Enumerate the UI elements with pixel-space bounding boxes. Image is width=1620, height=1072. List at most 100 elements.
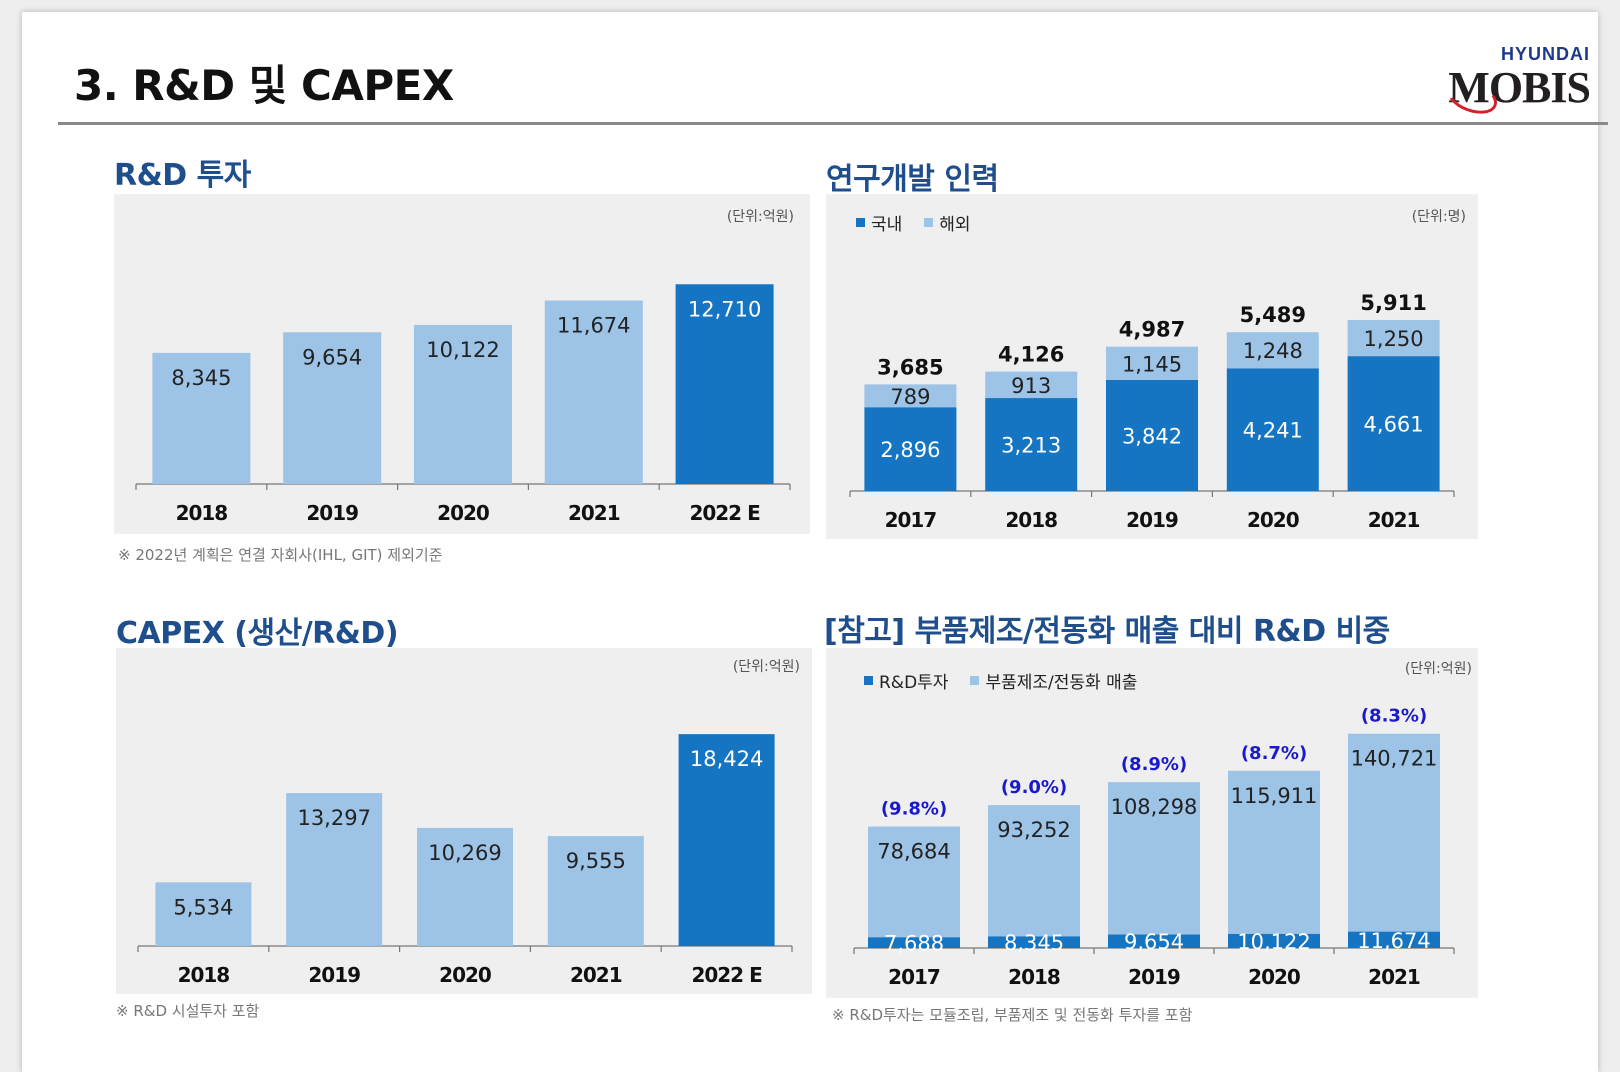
ratio-footnote: ※ R&D투자는 모듈조립, 부품제조 및 전동화 투자를 포함: [832, 1006, 1193, 1024]
capex-data-label: 10,269: [428, 841, 501, 865]
ratio-tick-label: 2020: [1248, 965, 1300, 989]
ratio-tick-label: 2019: [1128, 965, 1180, 989]
ratio-bottom-label: 8,345: [1004, 931, 1064, 955]
hyundai-mobis-logo: HYUNDAI MOBIS: [1400, 42, 1591, 120]
capex-unit-label: (단위:억원): [732, 659, 800, 675]
ratio-top-label: 78,684: [877, 840, 950, 864]
capex-tick-label: 2021: [570, 963, 622, 987]
capex-data-label: 18,424: [690, 747, 763, 771]
staff-chart: 2,896 789 3,685 2017 3,213 913 4,126 2018 3,842 1…: [849, 291, 1455, 532]
rnd-data-label: 11,674: [557, 314, 630, 338]
rnd-data-label: 9,654: [302, 345, 362, 369]
ratio-chart: 7,688 78,684 (9.8%) 2017 8,345 93,252 (9.0%) 20…: [853, 706, 1455, 989]
rnd-chart-panel: 8,345 2018 9,654 2019 10,122 2020 11,674 2021 12…: [114, 194, 810, 534]
staff-legend: 국내 해외: [856, 210, 971, 235]
logo-main-text: MOBIS: [1448, 63, 1591, 112]
rnd-bar: [544, 300, 643, 484]
capex-chart: 5,534 2018 13,297 2019 10,269 2020 9,555 2021 18…: [137, 734, 793, 987]
title-divider: [58, 122, 1608, 125]
capex-bar: [417, 827, 513, 946]
ratio-bar-top: [1348, 733, 1440, 932]
ratio-bar-bottom: [1348, 931, 1440, 948]
staff-bar-top: [864, 384, 957, 408]
ratio-top-label: 115,911: [1231, 784, 1318, 808]
staff-bottom-label: 4,661: [1364, 413, 1424, 437]
ratio-bar-top: [1228, 770, 1320, 934]
ratio-percent-label: (8.7%): [1241, 743, 1307, 764]
staff-tick-label: 2019: [1126, 508, 1178, 532]
ratio-top-label: 108,298: [1111, 795, 1198, 819]
staff-bar-top: [985, 371, 1078, 399]
ratio-bottom-label: 10,122: [1237, 930, 1310, 954]
ratio-percent-label: (8.9%): [1121, 754, 1187, 775]
staff-bottom-label: 3,842: [1122, 424, 1182, 448]
capex-bar: [286, 793, 383, 946]
legend-swatch-domestic: [856, 218, 865, 227]
rnd-bar: [152, 352, 251, 484]
ratio-top-label: 93,252: [997, 818, 1070, 842]
staff-bar-bottom: [1226, 368, 1319, 491]
staff-tick-label: 2017: [885, 508, 937, 532]
staff-tick-label: 2021: [1368, 508, 1420, 532]
ratio-unit-label: (단위:억원): [1404, 661, 1472, 677]
capex-tick-label: 2020: [439, 963, 491, 987]
capex-data-label: 5,534: [173, 895, 233, 919]
slide: 3. R&D 및 CAPEX HYUNDAI MOBIS R&D 투자 8,34…: [22, 12, 1608, 1072]
ratio-bar-bottom: [868, 937, 960, 948]
staff-top-label: 789: [890, 385, 930, 409]
ratio-legend: R&D투자 부품제조/전동화 매출: [864, 668, 1137, 693]
capex-bar: [155, 882, 252, 946]
logo-top-text: HYUNDAI: [1500, 44, 1590, 64]
legend-swatch-rnd: [864, 676, 873, 685]
rnd-tick-label: 2022 E: [689, 501, 760, 525]
staff-unit-label: (단위:명): [1411, 209, 1466, 225]
ratio-bar-top: [868, 826, 960, 938]
legend-label-domestic: 국내: [871, 215, 903, 235]
ratio-bar-bottom: [1108, 934, 1200, 948]
capex-bar: [547, 836, 644, 946]
staff-total-label: 4,126: [998, 343, 1064, 367]
legend-sales: 부품제조/전동화 매출: [970, 668, 1137, 693]
rnd-tick-label: 2021: [568, 501, 620, 525]
rnd-section-title: R&D 투자: [114, 158, 251, 193]
legend-swatch-overseas: [924, 218, 934, 227]
staff-bottom-label: 4,241: [1243, 419, 1303, 443]
legend-label-rnd: R&D투자: [879, 673, 949, 693]
capex-tick-label: 2018: [178, 963, 230, 987]
staff-bar-bottom: [1106, 379, 1198, 491]
capex-bar: [678, 734, 775, 946]
capex-tick-label: 2022 E: [691, 963, 762, 987]
capex-tick-label: 2019: [308, 963, 360, 987]
staff-total-label: 4,987: [1119, 318, 1185, 342]
legend-label-overseas: 해외: [939, 215, 971, 235]
capex-chart-panel: 5,534 2018 13,297 2019 10,269 2020 9,555 2021 18…: [116, 648, 812, 994]
rnd-bar: [283, 332, 382, 484]
ratio-section-title: [참고] 부품제조/전동화 매출 대비 R&D 비중: [824, 614, 1390, 649]
staff-bar-bottom: [1347, 356, 1440, 491]
legend-rnd-investment: R&D투자: [864, 668, 948, 693]
ratio-percent-label: (9.0%): [1001, 777, 1067, 798]
rnd-footnote: ※ 2022년 계획은 연결 자회사(IHL, GIT) 제외기준: [118, 546, 443, 564]
staff-top-label: 1,145: [1122, 352, 1182, 376]
staff-top-label: 1,248: [1243, 339, 1303, 363]
staff-total-label: 3,685: [877, 355, 943, 379]
ratio-percent-label: (9.8%): [881, 799, 947, 820]
ratio-bar-bottom: [988, 936, 1080, 948]
staff-tick-label: 2020: [1247, 508, 1299, 532]
staff-bar-bottom: [864, 407, 957, 491]
ratio-bar-top: [1108, 782, 1200, 935]
staff-chart-panel: 2,896 789 3,685 2017 3,213 913 4,126 2018 3,842 1…: [826, 194, 1478, 539]
staff-bar-top: [1226, 332, 1319, 369]
rnd-data-label: 10,122: [426, 338, 499, 362]
staff-tick-label: 2018: [1005, 508, 1057, 532]
rnd-tick-label: 2019: [306, 501, 358, 525]
ratio-tick-label: 2017: [888, 965, 940, 989]
staff-bar-top: [1347, 319, 1440, 357]
staff-bar-top: [1106, 346, 1198, 380]
capex-data-label: 13,297: [297, 806, 370, 830]
rnd-tick-label: 2020: [437, 501, 489, 525]
legend-domestic: 국내: [856, 210, 902, 235]
ratio-percent-label: (8.3%): [1361, 706, 1427, 727]
ratio-tick-label: 2021: [1368, 965, 1420, 989]
staff-top-label: 1,250: [1364, 327, 1424, 351]
